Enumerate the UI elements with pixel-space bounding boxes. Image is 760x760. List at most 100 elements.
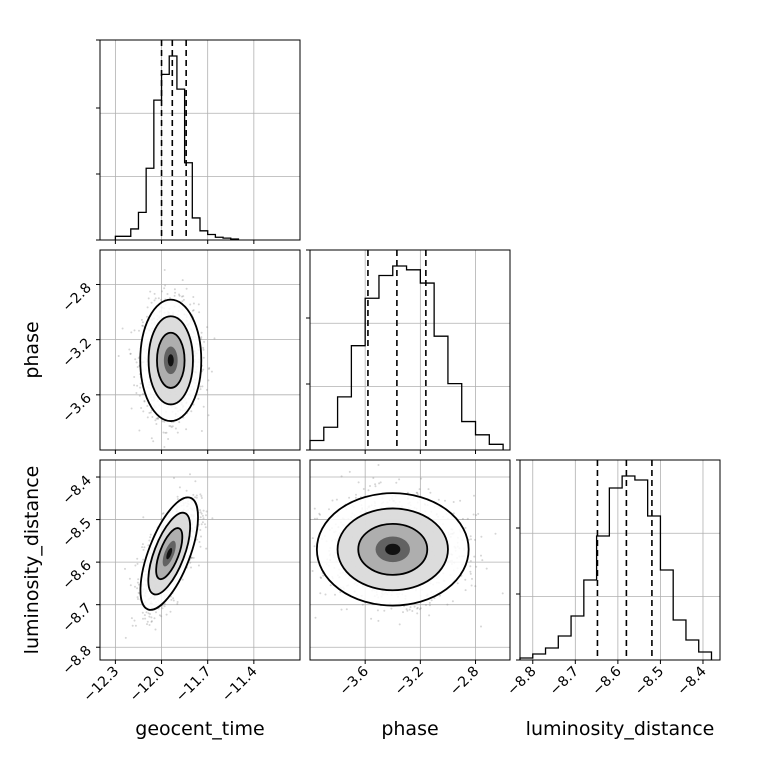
scatter-point: [464, 589, 467, 592]
scatter-point: [200, 523, 203, 526]
scatter-point: [200, 535, 202, 538]
scatter-point: [374, 485, 377, 488]
scatter-point: [142, 558, 145, 561]
panel-phase-geocent_time: −3.6 −3.2 −2.8: [59, 249, 301, 454]
scatter-point: [138, 329, 140, 332]
scatter-point: [348, 470, 351, 473]
scatter-point: [480, 535, 483, 538]
scatter-point: [402, 611, 404, 614]
scatter-point: [197, 564, 200, 567]
scatter-point: [199, 385, 202, 388]
scatter-point: [428, 604, 431, 607]
scatter-point: [130, 331, 133, 334]
scatter-point: [136, 366, 139, 368]
scatter-point: [398, 478, 401, 481]
scatter-point: [190, 566, 192, 569]
scatter-point: [146, 306, 149, 309]
scatter-point: [190, 410, 193, 413]
scatter-point: [201, 514, 204, 517]
scatter-point: [406, 491, 409, 494]
scatter-point: [141, 543, 144, 546]
scatter-point: [319, 513, 321, 516]
scatter-point: [319, 592, 322, 595]
scatter-point: [211, 517, 214, 520]
scatter-point: [202, 517, 205, 520]
scatter-point: [161, 290, 163, 293]
scatter-point: [474, 538, 476, 541]
scatter-point: [475, 565, 478, 568]
x-tick-label: −2.8: [447, 664, 482, 699]
scatter-point: [406, 609, 409, 612]
scatter-point: [182, 298, 185, 301]
scatter-point: [348, 496, 351, 499]
scatter-point: [141, 611, 144, 614]
scatter-point: [161, 420, 164, 423]
scatter-point: [136, 384, 139, 387]
scatter-point: [205, 514, 207, 517]
scatter-point: [124, 636, 127, 639]
scatter-point: [413, 605, 416, 608]
x-tick-label: −11.4: [219, 663, 261, 705]
scatter-point: [134, 585, 136, 588]
scatter-point: [451, 600, 454, 603]
scatter-point: [469, 572, 472, 575]
scatter-point: [469, 570, 472, 573]
scatter-point: [494, 532, 497, 535]
y-axis-label-phase: phase: [21, 321, 43, 378]
scatter-point: [428, 601, 431, 604]
scatter-point: [141, 321, 144, 324]
scatter-point: [121, 327, 124, 330]
scatter-point: [143, 400, 146, 403]
scatter-point: [167, 438, 170, 440]
scatter-point: [178, 421, 181, 424]
scatter-point: [202, 509, 205, 512]
scatter-point: [178, 486, 181, 489]
scatter-point: [136, 596, 139, 599]
scatter-point: [331, 499, 334, 502]
scatter-point: [164, 284, 167, 287]
x-axis-label-geocent-time: geocent_time: [135, 718, 264, 740]
scatter-point: [149, 536, 152, 539]
scatter-point: [199, 509, 202, 512]
scatter-point: [190, 556, 193, 559]
x-tick-label: −8.7: [547, 664, 582, 699]
scatter-point: [189, 303, 192, 306]
scatter-point: [133, 619, 136, 622]
scatter-point: [437, 498, 440, 501]
scatter-point: [469, 560, 472, 562]
panel-luminosity_distance-geocent_time: −8.8 −8.7 −8.6 −8.5 −8.4 −12.3 −12.0 −11.7 −11.4: [59, 459, 301, 706]
scatter-point: [137, 357, 140, 359]
scatter-point: [157, 417, 160, 420]
scatter-point: [135, 361, 138, 364]
scatter-point: [198, 541, 201, 543]
scatter-point: [134, 624, 137, 627]
scatter-point: [172, 597, 175, 600]
scatter-point: [173, 288, 176, 291]
y-tick-label: −8.5: [59, 515, 94, 550]
scatter-point: [164, 431, 167, 434]
scatter-point: [195, 538, 198, 541]
scatter-point: [149, 613, 151, 615]
scatter-point: [355, 493, 357, 496]
scatter-point: [208, 367, 211, 369]
scatter-point: [162, 431, 165, 434]
scatter-point: [200, 495, 203, 497]
scatter-point: [192, 296, 195, 298]
scatter-point: [311, 570, 314, 572]
scatter-point: [469, 535, 472, 538]
scatter-point: [334, 593, 336, 596]
scatter-point: [409, 606, 412, 609]
scatter-point: [213, 337, 216, 340]
scatter-point: [192, 493, 195, 496]
scatter-point: [390, 607, 393, 610]
x-tick-label: −11.7: [173, 664, 215, 706]
x-tick-label: −3.6: [337, 663, 372, 698]
scatter-point: [200, 512, 203, 515]
panel-frame: [99, 39, 301, 241]
scatter-point: [185, 428, 188, 431]
density-contour-4: [166, 547, 173, 560]
scatter-point: [185, 287, 188, 290]
scatter-point: [339, 591, 342, 594]
scatter-point: [129, 352, 132, 355]
scatter-point: [129, 352, 132, 355]
